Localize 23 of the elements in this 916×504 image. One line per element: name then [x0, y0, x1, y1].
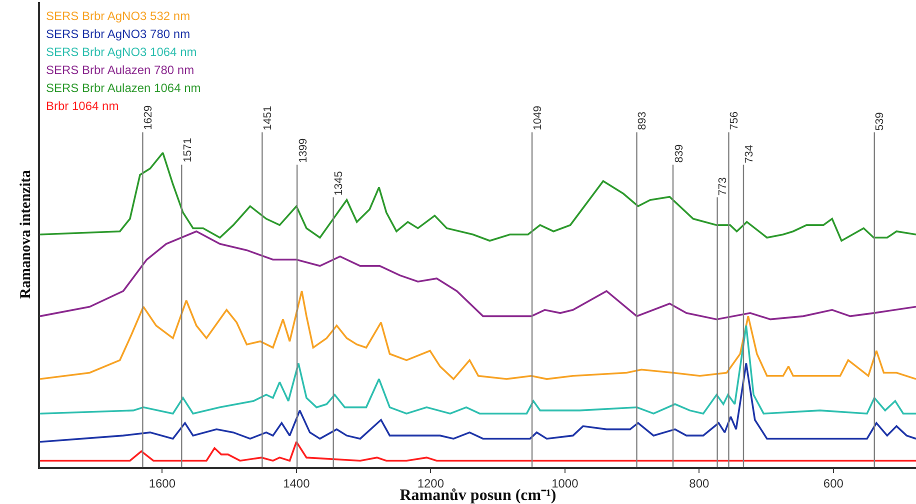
x-tick-label: 1600 — [148, 476, 176, 490]
ref-line-label: 1399 — [297, 138, 310, 163]
ref-line-label: 756 — [728, 112, 741, 130]
ref-line-label: 773 — [717, 177, 730, 196]
text: SERS Brbr AgNO3 780 nm — [46, 27, 190, 41]
text: Brbr 1064 nm — [46, 99, 119, 113]
ref-line-label: 1345 — [333, 171, 346, 196]
text: SERS Brbr Aulazen 780 nm — [46, 63, 194, 77]
text: SERS Brbr AgNO3 1064 nm — [46, 45, 197, 59]
x-tick-label: 800 — [689, 476, 710, 490]
ref-line-label: 1629 — [142, 105, 154, 130]
ref-line-label: 893 — [636, 112, 649, 130]
ref-line-label: 734 — [744, 144, 756, 164]
text: SERS Brbr AgNO3 532 nm — [46, 9, 190, 23]
text: SERS Brbr Aulazen 1064 nm — [46, 81, 201, 95]
ref-line-label: 839 — [673, 144, 686, 163]
ref-line-label: 1571 — [182, 138, 194, 162]
x-tick-label: 600 — [823, 476, 844, 490]
ref-line-label: 1451 — [262, 106, 274, 130]
y-axis-title: Ramanova intenzita — [18, 170, 34, 299]
ref-line-label: 539 — [874, 112, 886, 131]
ref-line-label: 1049 — [532, 106, 544, 130]
x-tick-label: 1400 — [283, 476, 310, 490]
